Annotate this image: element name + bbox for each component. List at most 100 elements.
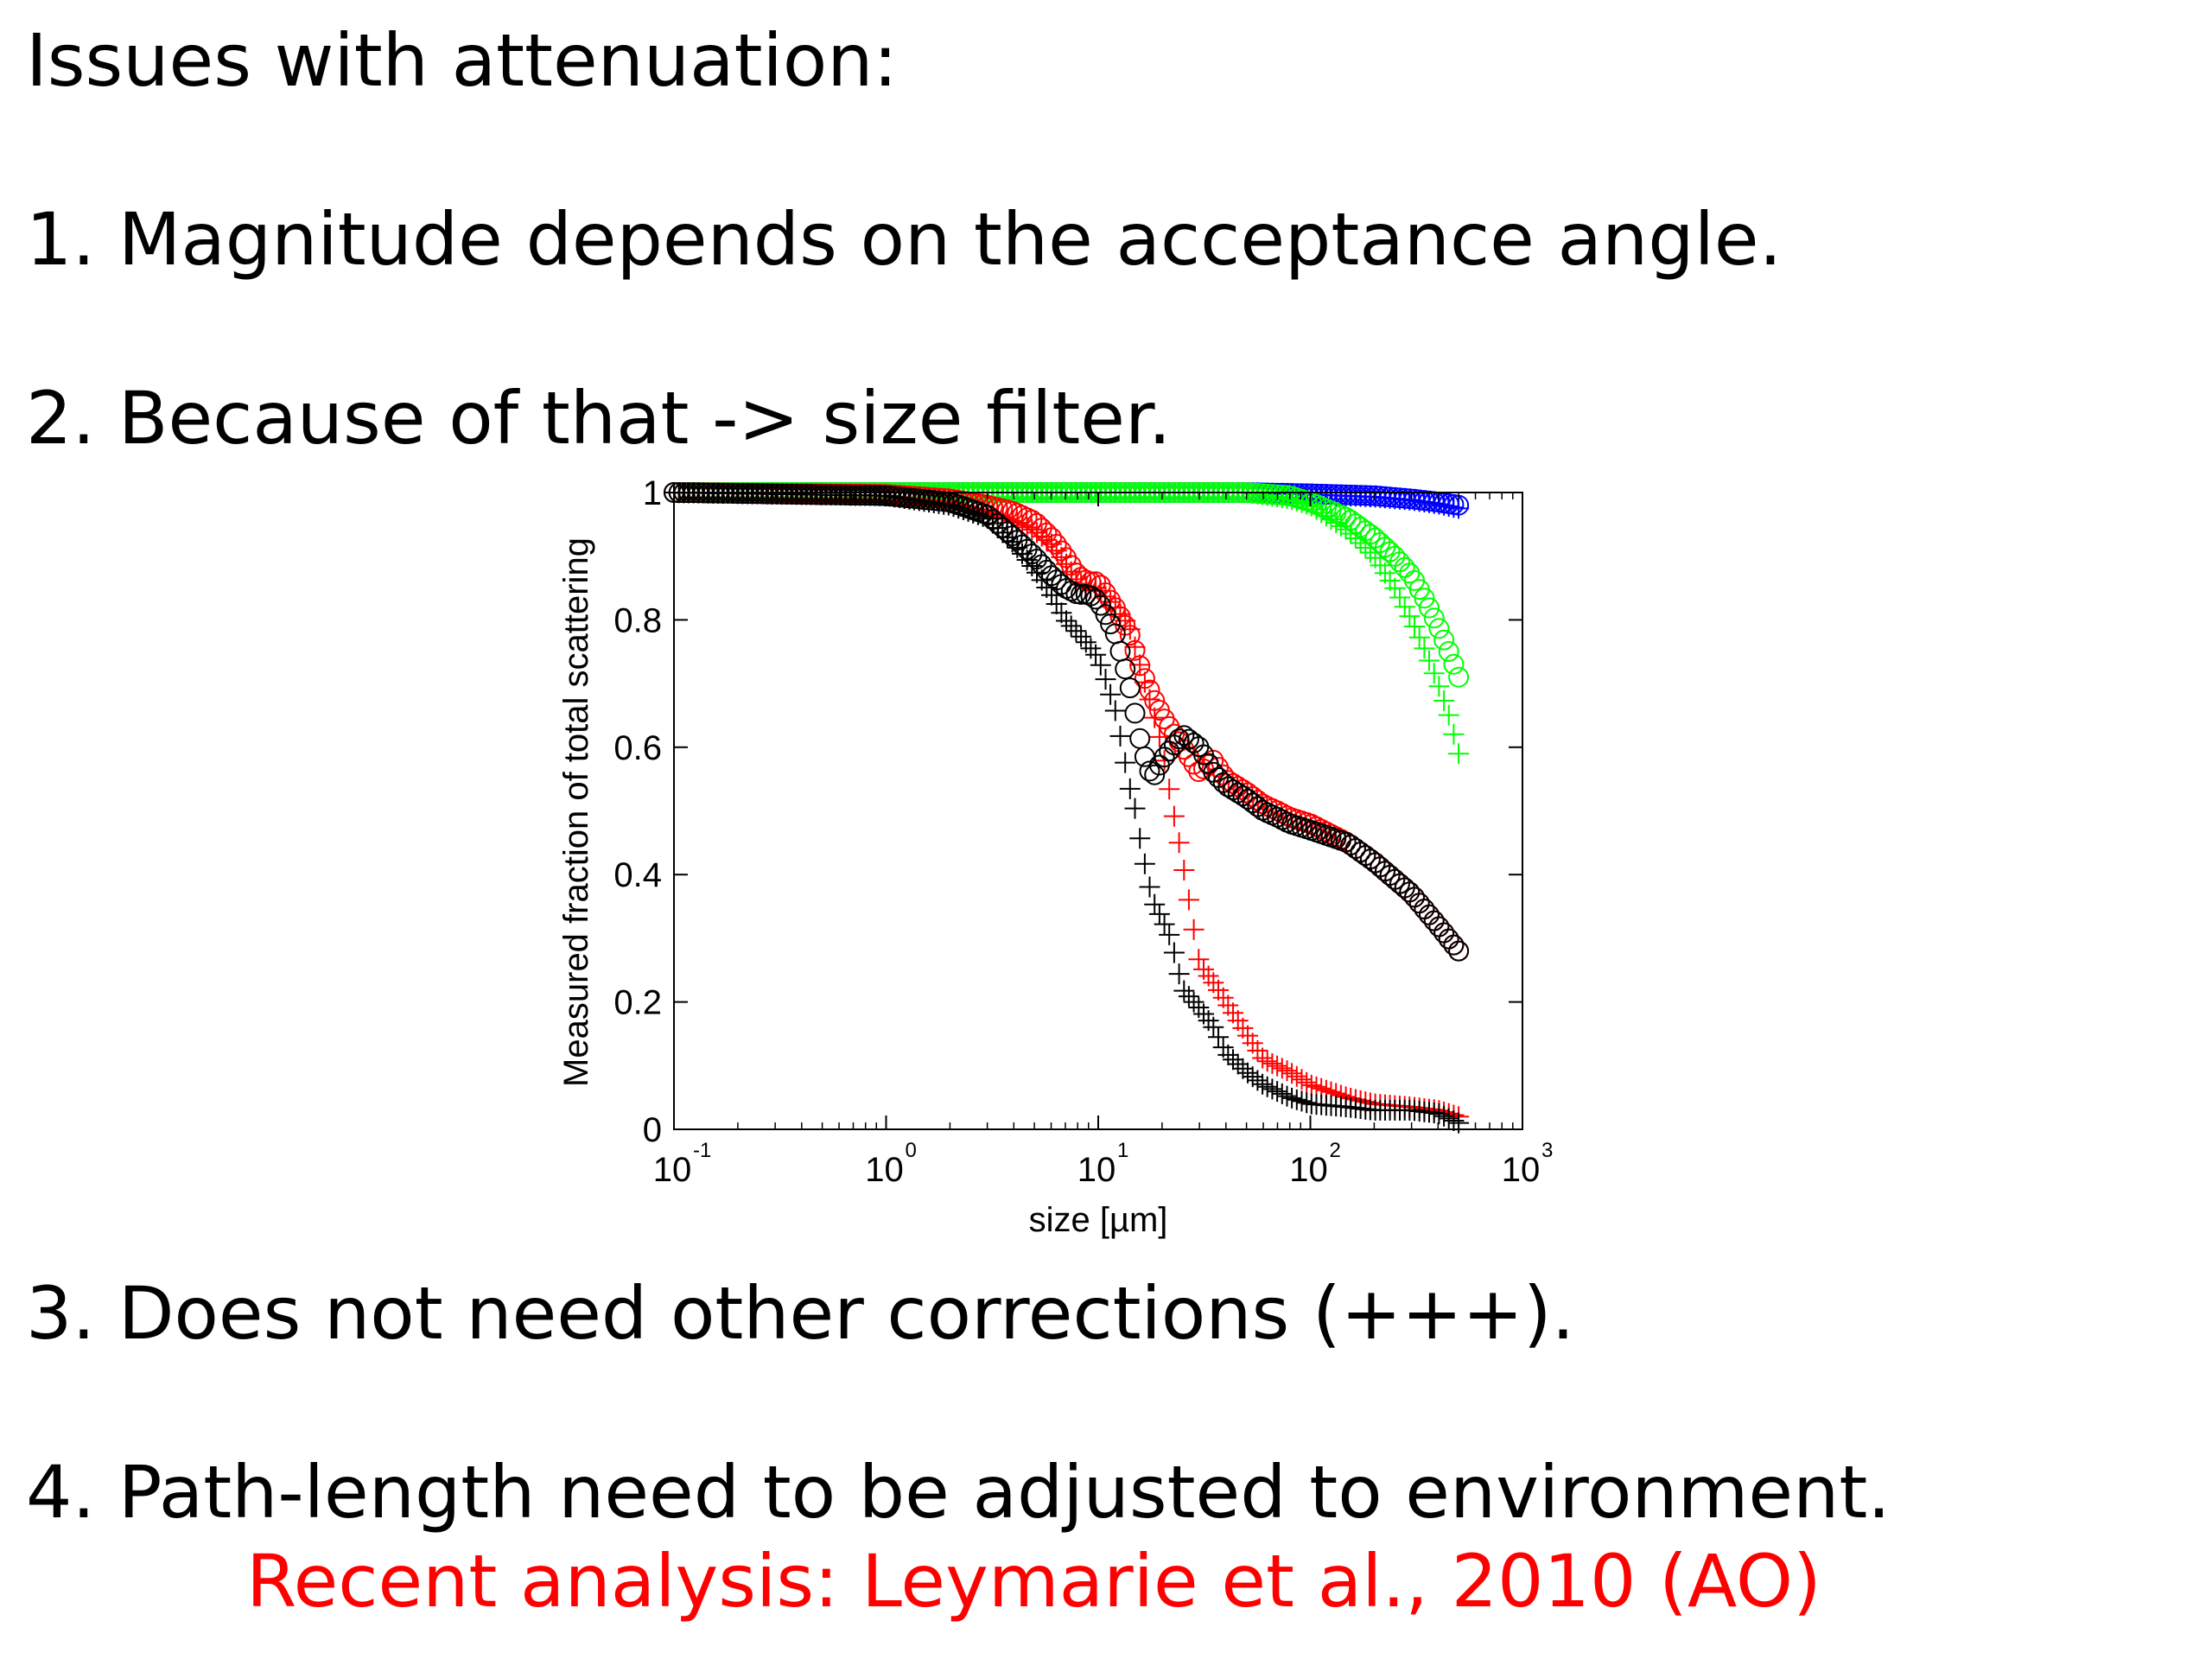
data-point-plus	[1109, 725, 1131, 747]
data-point-plus	[1007, 537, 1028, 558]
data-point-circle	[1217, 776, 1239, 798]
data-point-plus	[1276, 1085, 1298, 1107]
data-point-plus	[1286, 1089, 1307, 1110]
data-point-plus	[1443, 1110, 1465, 1131]
data-point-plus	[1428, 493, 1450, 515]
data-point-plus	[1173, 980, 1195, 1001]
data-point-plus	[1115, 610, 1136, 632]
data-point-plus	[1262, 1052, 1283, 1074]
data-point-circle	[1139, 760, 1160, 782]
data-point-circle	[1252, 799, 1274, 821]
data-point-plus	[1080, 638, 1102, 659]
data-point-plus	[1276, 1060, 1298, 1082]
data-point-plus	[1291, 1090, 1313, 1112]
issue-item-4: 4. Path-length need to be adjusted to en…	[26, 1450, 1891, 1535]
data-point-plus	[987, 518, 1008, 538]
data-point-plus	[1139, 689, 1160, 710]
data-point-plus	[1335, 518, 1357, 540]
data-point-plus	[952, 499, 974, 520]
data-point-circle	[1109, 640, 1131, 662]
data-point-circle	[1423, 910, 1445, 931]
x-tick-label: 10	[1502, 1151, 1541, 1189]
data-point-plus	[1428, 676, 1450, 697]
data-point-plus	[982, 512, 1003, 534]
x-tick-label: 10	[1289, 1151, 1328, 1189]
data-point-circle	[1124, 702, 1146, 724]
data-point-plus	[1448, 498, 1470, 519]
data-point-plus	[1419, 650, 1440, 671]
data-point-plus	[1389, 587, 1410, 608]
data-point-circle	[1071, 583, 1092, 605]
data-point-plus	[1115, 752, 1136, 773]
data-point-plus	[1001, 531, 1023, 553]
data-point-plus	[1104, 700, 1126, 721]
data-point-circle	[1085, 588, 1107, 610]
data-point-plus	[1399, 606, 1421, 627]
data-point-plus	[1183, 991, 1205, 1013]
data-point-plus	[1262, 1078, 1283, 1100]
data-point-plus	[992, 522, 1014, 543]
data-point-plus	[1119, 778, 1141, 799]
data-point-plus	[967, 504, 988, 525]
data-point-plus	[1085, 644, 1107, 665]
data-point-plus	[1075, 632, 1096, 653]
data-point-circle	[1428, 618, 1450, 639]
data-point-plus	[1438, 704, 1459, 726]
data-point-plus	[1041, 584, 1062, 606]
data-point-circle	[1423, 607, 1445, 629]
data-point-circle	[1144, 764, 1166, 785]
x-tick-label-exponent: -1	[693, 1139, 711, 1162]
data-point-plus	[1129, 828, 1151, 849]
y-tick-label: 0.8	[613, 601, 662, 639]
data-point-circle	[1119, 677, 1141, 699]
data-point-plus	[1188, 949, 1210, 970]
data-point-plus	[1408, 626, 1430, 648]
issue-item-3: 3. Does not need other corrections (+++)…	[26, 1271, 1575, 1356]
data-point-plus	[1433, 1105, 1455, 1127]
x-tick-label: 10	[865, 1151, 904, 1189]
data-point-circle	[1389, 551, 1410, 573]
data-point-plus	[1217, 1044, 1239, 1065]
data-point-plus	[1095, 669, 1116, 690]
data-point-plus	[1428, 1103, 1450, 1125]
data-point-plus	[1178, 986, 1199, 1007]
data-point-plus	[1414, 638, 1435, 659]
data-point-plus	[1256, 1076, 1278, 1097]
data-point-plus	[1344, 528, 1366, 549]
y-tick-label: 0.2	[613, 984, 662, 1022]
data-point-plus	[1154, 913, 1175, 935]
y-tick-label: 0	[643, 1111, 662, 1149]
slide-title: Issues with attenuation:	[26, 18, 898, 103]
data-point-plus	[1296, 1092, 1318, 1114]
data-point-plus	[1448, 743, 1470, 765]
data-point-plus	[1203, 1016, 1224, 1038]
data-point-plus	[1012, 543, 1033, 564]
data-point-plus	[996, 526, 1018, 548]
data-point-plus	[1090, 654, 1111, 676]
data-point-plus	[1124, 636, 1146, 658]
data-point-plus	[1183, 918, 1205, 940]
data-point-plus	[1256, 1051, 1278, 1072]
data-point-circle	[1419, 597, 1440, 619]
data-point-plus	[1271, 1083, 1293, 1104]
data-point-plus	[1423, 663, 1445, 684]
data-point-plus	[1252, 1047, 1274, 1069]
data-point-circle	[1271, 809, 1293, 830]
data-point-plus	[1252, 1073, 1274, 1095]
data-point-circle	[1443, 934, 1465, 956]
data-point-plus	[1163, 805, 1185, 827]
data-point-plus	[1355, 537, 1376, 558]
data-point-circle	[1438, 928, 1459, 950]
data-point-plus	[1208, 1027, 1229, 1048]
data-point-plus	[1350, 532, 1371, 554]
data-point-circle	[1129, 728, 1151, 749]
data-point-plus	[1438, 496, 1459, 517]
data-point-plus	[1296, 1071, 1318, 1093]
x-axis-title: size [µm]	[1029, 1201, 1168, 1239]
data-point-plus	[1223, 1049, 1243, 1071]
data-point-plus	[1291, 492, 1313, 513]
x-tick-label: 10	[1077, 1151, 1116, 1189]
data-point-plus	[1173, 860, 1195, 880]
data-point-circle	[1448, 666, 1470, 688]
data-point-plus	[1271, 1058, 1293, 1079]
